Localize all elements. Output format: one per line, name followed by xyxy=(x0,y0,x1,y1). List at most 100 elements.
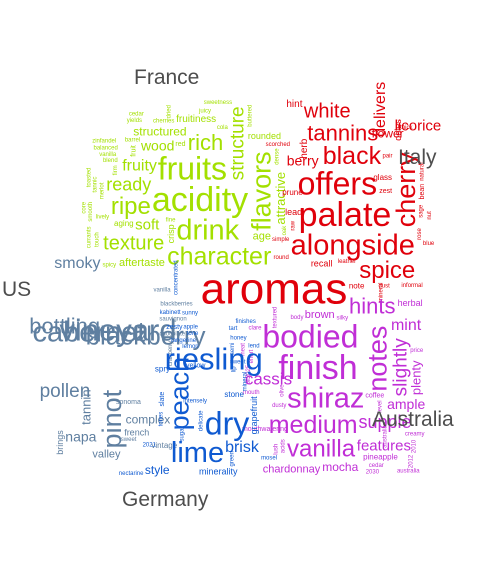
label-us: US xyxy=(2,278,32,301)
word-italy: flower xyxy=(372,126,404,140)
word-australia: mocha xyxy=(322,460,358,474)
word-germany: grapefruit xyxy=(249,396,259,435)
word-germany: minerality xyxy=(199,466,238,476)
word-germany: tones xyxy=(158,412,164,427)
word-france: structured xyxy=(133,125,186,139)
word-australia: mint xyxy=(391,317,422,334)
word-france: vanilla xyxy=(99,152,117,158)
word-australia: acids xyxy=(281,439,287,453)
word-germany: delicate xyxy=(198,410,204,431)
word-france: aging xyxy=(114,219,134,228)
word-australia: body xyxy=(290,315,303,321)
word-australia: shiraz xyxy=(287,382,364,414)
word-us: napa xyxy=(65,428,96,444)
word-france: texture xyxy=(103,232,164,254)
word-france: structure xyxy=(228,106,249,180)
word-us: valley xyxy=(92,448,121,460)
word-germany: yellow xyxy=(186,362,206,369)
word-germany: peach xyxy=(164,357,194,431)
word-germany: lime xyxy=(171,437,224,469)
word-us: bottling xyxy=(29,313,100,338)
word-france: dried xyxy=(166,105,172,118)
word-italy: delivers xyxy=(372,82,389,137)
word-us: sauvignon xyxy=(159,317,186,323)
word-germany: tart xyxy=(229,326,238,332)
word-germany: concentrated xyxy=(174,260,180,295)
word-australia: herbal xyxy=(398,298,423,308)
word-france: sweetness xyxy=(204,100,232,106)
word-italy: glass xyxy=(373,173,392,182)
word-italy: prune xyxy=(282,188,303,197)
word-australia: australian xyxy=(382,422,388,448)
word-france: lively xyxy=(96,214,109,220)
word-france: currants xyxy=(86,227,92,249)
word-france: buttered xyxy=(247,105,253,127)
word-italy: informal xyxy=(401,283,422,289)
word-france: fruitiness xyxy=(176,114,216,125)
word-germany: lip xyxy=(231,366,237,373)
label-germany: Germany xyxy=(122,488,209,511)
word-australia: hints xyxy=(349,294,395,319)
word-italy: scorched xyxy=(266,142,290,148)
word-australia: coffee xyxy=(365,393,384,400)
word-germany: sunny xyxy=(182,310,198,316)
word-italy: white xyxy=(303,100,351,122)
word-australia: plenty xyxy=(409,360,424,395)
word-france: acidity xyxy=(152,181,248,219)
word-us: tannin xyxy=(79,389,94,424)
word-france: balanced xyxy=(93,145,117,151)
word-us: complex xyxy=(126,412,171,426)
word-us: cranberry xyxy=(168,341,174,366)
word-france: wood xyxy=(140,138,174,154)
word-italy: leather xyxy=(338,259,356,265)
word-germany: dry xyxy=(205,406,249,442)
word-australia: meat xyxy=(241,343,247,357)
word-germany: sweet xyxy=(230,360,246,366)
word-us: vintage xyxy=(151,441,177,450)
word-france: fruity xyxy=(122,157,157,174)
word-australia: dusty xyxy=(272,403,286,409)
word-france: fine xyxy=(166,218,176,224)
word-germany: mosel xyxy=(261,455,277,461)
word-australia: cedar xyxy=(369,463,384,469)
word-italy: berry xyxy=(287,153,319,169)
word-italy: bean xyxy=(419,184,426,200)
label-australia: Australia xyxy=(372,408,454,431)
word-germany: tangerine xyxy=(171,338,197,344)
word-france: fruit xyxy=(130,145,137,157)
word-france: yields xyxy=(127,118,142,124)
word-australia: 2012 xyxy=(409,454,415,468)
word-us: pollen xyxy=(40,381,91,402)
word-us: vanilla xyxy=(154,287,172,293)
word-australia: pineapple xyxy=(363,452,398,461)
word-italy: palate xyxy=(299,196,392,234)
word-australia: vanilla xyxy=(287,436,356,463)
word-france: rounded xyxy=(248,131,281,141)
word-france: dense xyxy=(275,148,281,165)
word-germany: 2021 xyxy=(143,442,157,448)
word-australia: textured xyxy=(273,307,279,329)
word-france: zinfandel xyxy=(92,139,116,145)
word-france: attractive xyxy=(273,172,288,225)
word-italy: recall xyxy=(311,259,333,269)
word-italy: tannins xyxy=(307,121,378,146)
word-italy: licorice xyxy=(395,118,442,135)
word-germany: style xyxy=(145,463,170,477)
word-italy: raw xyxy=(290,220,296,230)
word-australia: 2010 xyxy=(412,439,418,453)
word-australia: silky xyxy=(336,316,348,322)
word-us: sweet xyxy=(121,437,137,443)
word-us: smoky xyxy=(54,255,100,272)
word-france: juicy xyxy=(198,109,211,115)
word-france: cherries xyxy=(153,119,174,125)
word-germany: zesty xyxy=(166,324,183,331)
label-italy: Italy xyxy=(398,146,437,169)
word-france: soft xyxy=(135,217,160,234)
word-australia: creamy xyxy=(405,431,425,437)
word-germany: kabinett xyxy=(160,310,181,316)
word-italy: dust xyxy=(378,283,390,289)
word-germany: stone xyxy=(224,390,244,399)
word-italy: hint xyxy=(286,99,302,110)
word-france: flavors xyxy=(247,151,277,231)
